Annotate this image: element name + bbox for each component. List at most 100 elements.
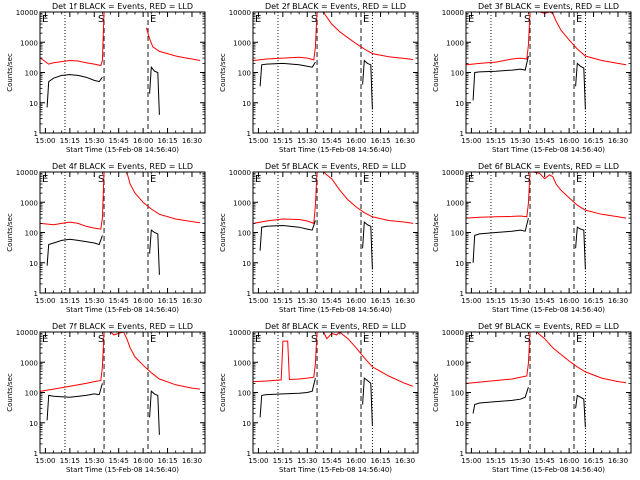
- y-tick-label: 1000: [20, 39, 38, 47]
- lld-series-line: [40, 12, 105, 67]
- y-tick-label: 100: [451, 70, 464, 78]
- y-axis-label: Counts/sec: [432, 373, 440, 412]
- y-tick-label: 1: [460, 450, 464, 458]
- panel-data: [253, 332, 414, 426]
- y-tick-label: 10: [29, 100, 38, 108]
- x-tick-label: 15:15: [486, 457, 506, 465]
- x-tick-label: 16:15: [370, 137, 390, 145]
- marker-label-e: E: [42, 14, 48, 25]
- marker-label-e: E: [576, 174, 582, 185]
- y-tick-label: 1: [34, 450, 38, 458]
- y-tick-label: 10000: [229, 169, 251, 177]
- lld-series-line: [466, 332, 627, 384]
- x-axis-label: Start Time (15-Feb-08 14:56:40): [66, 306, 179, 314]
- y-tick-label: 1000: [233, 359, 251, 367]
- y-tick-label: 10: [29, 260, 38, 268]
- y-tick-label: 10: [455, 420, 464, 428]
- y-tick-label: 10000: [16, 329, 38, 337]
- x-axis-label: Start Time (15-Feb-08 14:56:40): [492, 146, 605, 154]
- x-tick-label: 16:15: [583, 457, 603, 465]
- marker-label-e: E: [468, 14, 474, 25]
- x-tick-label: 16:15: [157, 137, 177, 145]
- y-tick-label: 1000: [446, 359, 464, 367]
- lld-series-line: [253, 12, 318, 61]
- marker-label-e: E: [468, 174, 474, 185]
- marker-label-s: S: [524, 14, 530, 25]
- y-tick-label: 10: [242, 420, 251, 428]
- x-tick-label: 15:15: [273, 137, 293, 145]
- x-tick-label: 15:45: [109, 297, 129, 305]
- x-axis-label: Start Time (15-Feb-08 14:56:40): [279, 306, 392, 314]
- x-axis-label: Start Time (15-Feb-08 14:56:40): [279, 466, 392, 474]
- x-tick-label: 15:00: [248, 137, 268, 145]
- y-tick-label: 10000: [16, 9, 38, 17]
- marker-label-e: E: [42, 334, 48, 345]
- y-tick-label: 1000: [20, 199, 38, 207]
- y-tick-label: 10: [455, 100, 464, 108]
- y-axis-label: Counts/sec: [219, 53, 227, 92]
- lld-series-line: [253, 172, 414, 225]
- panel-title: Det 1f BLACK = Events, RED = LLD: [52, 2, 193, 11]
- x-tick-label: 16:00: [559, 297, 579, 305]
- marker-label-e: E: [255, 174, 261, 185]
- y-tick-label: 1: [247, 130, 251, 138]
- x-tick-label: 15:15: [60, 137, 80, 145]
- marker-label-e: E: [255, 334, 261, 345]
- x-tick-label: 15:15: [273, 457, 293, 465]
- x-axis-label: Start Time (15-Feb-08 14:56:40): [492, 306, 605, 314]
- detector-panel: Det 8f BLACK = Events, RED = LLD E S E 1 10 10…: [219, 322, 419, 474]
- x-tick-label: 16:15: [370, 457, 390, 465]
- y-tick-label: 10: [242, 100, 251, 108]
- events-series-line: [46, 235, 103, 266]
- y-axis-label: Counts/sec: [6, 53, 14, 92]
- x-tick-label: 15:45: [322, 457, 342, 465]
- y-tick-label: 10000: [229, 9, 251, 17]
- x-tick-label: 16:00: [133, 297, 153, 305]
- lld-series-line: [40, 172, 105, 230]
- x-axis-label: Start Time (15-Feb-08 14:56:40): [492, 466, 605, 474]
- marker-label-s: S: [524, 174, 530, 185]
- y-axis-label: Counts/sec: [219, 213, 227, 252]
- panel-title: Det 9f BLACK = Events, RED = LLD: [478, 322, 619, 331]
- x-tick-label: 15:15: [60, 457, 80, 465]
- marker-label-e: E: [255, 14, 261, 25]
- events-series-line: [149, 65, 160, 115]
- x-tick-label: 15:45: [535, 457, 555, 465]
- x-tick-label: 16:00: [346, 137, 366, 145]
- detector-panel: Det 3f BLACK = Events, RED = LLD E S E 1 10 10…: [432, 2, 632, 154]
- x-tick-label: 15:30: [510, 457, 530, 465]
- x-tick-label: 15:30: [297, 137, 317, 145]
- x-tick-label: 15:00: [35, 297, 55, 305]
- detector-panel: Det 5f BLACK = Events, RED = LLD E S E 1 10 10…: [219, 162, 419, 314]
- x-tick-label: 15:30: [84, 457, 104, 465]
- y-tick-label: 1: [460, 290, 464, 298]
- marker-label-e: E: [150, 174, 156, 185]
- events-series-line: [149, 229, 160, 275]
- panel-data: [253, 172, 414, 270]
- x-tick-label: 16:00: [133, 137, 153, 145]
- x-tick-label: 15:15: [486, 137, 506, 145]
- lld-series-line: [145, 27, 201, 61]
- y-tick-label: 1000: [446, 39, 464, 47]
- y-tick-label: 1: [460, 130, 464, 138]
- detector-panel: Det 6f BLACK = Events, RED = LLD E S E 1 10 10…: [432, 162, 632, 314]
- x-tick-label: 15:45: [322, 137, 342, 145]
- x-axis-label: Start Time (15-Feb-08 14:56:40): [66, 466, 179, 474]
- marker-label-s: S: [98, 174, 104, 185]
- y-tick-label: 100: [25, 390, 38, 398]
- x-tick-label: 15:00: [35, 457, 55, 465]
- x-tick-label: 16:00: [559, 457, 579, 465]
- x-tick-label: 16:30: [608, 297, 628, 305]
- events-series-line: [472, 217, 529, 263]
- marker-label-e: E: [42, 174, 48, 185]
- y-tick-label: 100: [238, 390, 251, 398]
- detector-panel: Det 2f BLACK = Events, RED = LLD E S E 1 10 10…: [219, 2, 419, 154]
- x-tick-label: 15:00: [461, 137, 481, 145]
- panel-title: Det 7f BLACK = Events, RED = LLD: [52, 322, 193, 331]
- panel-title: Det 4f BLACK = Events, RED = LLD: [52, 162, 193, 171]
- y-tick-label: 1000: [446, 199, 464, 207]
- y-tick-label: 10000: [16, 169, 38, 177]
- marker-label-s: S: [311, 334, 317, 345]
- x-tick-label: 16:30: [608, 137, 628, 145]
- marker-label-s: S: [311, 174, 317, 185]
